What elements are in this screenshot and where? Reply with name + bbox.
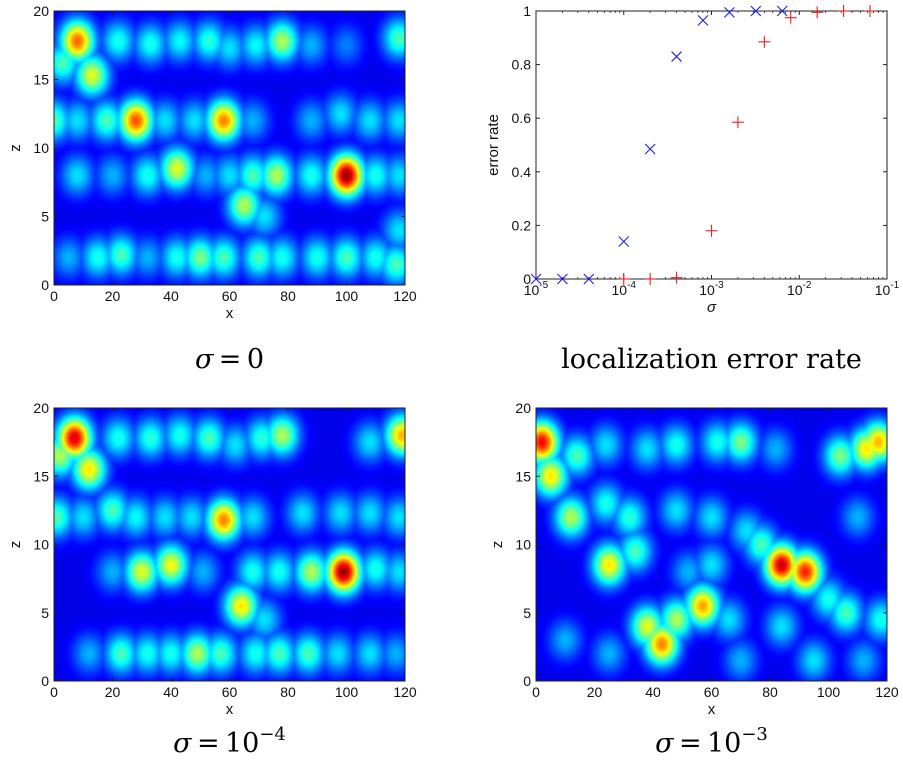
y-axis-label: z xyxy=(489,541,506,549)
x-tick-label: 20 xyxy=(587,684,603,700)
x-tick-label: 120 xyxy=(393,684,417,700)
x-axis-label: x xyxy=(226,701,234,718)
x-tick-label: 0 xyxy=(532,684,540,700)
plot-area xyxy=(536,11,887,279)
y-tick-label: 1 xyxy=(523,3,531,19)
plus-marker xyxy=(644,273,657,285)
panel-caption: localization error rate xyxy=(561,344,862,375)
x-tick-label: 0 xyxy=(50,684,58,700)
plus-marker xyxy=(863,5,876,17)
y-tick-label: 0 xyxy=(523,271,531,287)
y-tick-label: 0.8 xyxy=(512,57,532,73)
chart-bottom-right: 0 20 40 60 80 100 120 0 5 10 15 20 x z σ = 10−3 xyxy=(489,400,899,759)
cross-marker xyxy=(530,273,542,285)
x-tick-label: 80 xyxy=(280,684,296,700)
y-axis-label: error rate xyxy=(485,114,502,176)
y-tick-label: 5 xyxy=(523,605,531,621)
x-tick-label: 100 xyxy=(817,684,841,700)
y-tick-label: 0 xyxy=(41,673,49,689)
x-tick-label: 60 xyxy=(222,684,238,700)
plus-marker xyxy=(617,273,630,285)
cross-marker xyxy=(557,273,568,285)
x-tick-label: 20 xyxy=(105,684,121,700)
x-tick-label: 80 xyxy=(762,684,778,700)
x-tick-label: 100 xyxy=(335,684,359,700)
x-axis-label: σ xyxy=(707,299,717,316)
y-tick-label: 10 xyxy=(33,537,49,553)
y-tick-label: 20 xyxy=(33,3,49,19)
cross-marker xyxy=(644,143,656,155)
y-tick-label: 0.4 xyxy=(512,164,532,180)
plus-marker xyxy=(705,224,718,237)
x-tick-label: 60 xyxy=(222,288,238,304)
chart-bottom-left: 0 20 40 60 80 100 120 0 5 10 15 20 x z σ = 10−4 xyxy=(7,400,417,759)
plus-marker xyxy=(758,35,771,48)
x-tick-label: 120 xyxy=(393,288,417,304)
panel-caption: σ = 10−4 xyxy=(173,724,286,759)
y-tick-label: 5 xyxy=(41,209,49,225)
cross-marker xyxy=(583,273,595,285)
panel-caption: σ = 0 xyxy=(195,344,264,375)
plus-marker xyxy=(731,116,744,129)
chart-top-right: 10-5 10-4 10-3 10-2 10-1 0 0.2 0.4 0.6 0.8 1 σ error… xyxy=(485,3,900,375)
cross-marker xyxy=(671,51,682,62)
y-axis-label: z xyxy=(7,144,24,152)
y-tick-label: 20 xyxy=(33,400,49,416)
plus-marker xyxy=(837,5,850,17)
y-tick-label: 20 xyxy=(515,400,531,416)
x-tick-label: 10-3 xyxy=(699,280,724,298)
x-tick-label: 60 xyxy=(704,684,720,700)
y-tick-label: 0 xyxy=(41,277,49,293)
plus-marker xyxy=(670,271,683,284)
heatmap-image xyxy=(54,408,405,681)
x-axis-label: x xyxy=(708,701,716,718)
x-tick-label: 120 xyxy=(875,684,899,700)
x-tick-label: 10-1 xyxy=(875,280,900,298)
chart-top-left: 0 20 40 60 80 100 120 0 5 10 15 20 x z σ = 0 xyxy=(7,3,417,375)
heatmap-image xyxy=(54,11,405,285)
x-axis-label: x xyxy=(226,305,234,322)
plus-marker xyxy=(811,6,824,19)
panel-caption: σ = 10−3 xyxy=(655,724,768,759)
plus-marker xyxy=(784,11,797,24)
x-tick-label: 100 xyxy=(335,288,359,304)
cross-marker xyxy=(724,6,735,18)
cross-marker xyxy=(618,236,630,247)
heatmap-image xyxy=(536,408,887,681)
y-tick-label: 0.6 xyxy=(512,110,532,126)
x-tick-label: 40 xyxy=(645,684,661,700)
y-tick-label: 0.2 xyxy=(512,217,532,233)
x-tick-label: 0 xyxy=(50,288,58,304)
x-tick-label: 10-5 xyxy=(524,280,549,298)
cross-marker xyxy=(750,5,762,17)
y-tick-label: 10 xyxy=(515,537,531,553)
y-tick-label: 15 xyxy=(515,468,531,484)
x-tick-label: 80 xyxy=(280,288,296,304)
y-tick-label: 15 xyxy=(33,72,49,88)
y-tick-label: 0 xyxy=(523,673,531,689)
x-tick-label: 40 xyxy=(163,684,179,700)
x-tick-label: 10-4 xyxy=(612,280,637,298)
y-tick-label: 5 xyxy=(41,605,49,621)
cross-marker xyxy=(697,14,709,26)
x-tick-label: 40 xyxy=(163,288,179,304)
x-tick-label: 10-2 xyxy=(787,280,812,298)
cross-marker xyxy=(776,5,788,17)
y-tick-label: 10 xyxy=(33,140,49,156)
y-tick-label: 15 xyxy=(33,468,49,484)
y-axis-label: z xyxy=(7,541,24,549)
x-tick-label: 20 xyxy=(105,288,121,304)
